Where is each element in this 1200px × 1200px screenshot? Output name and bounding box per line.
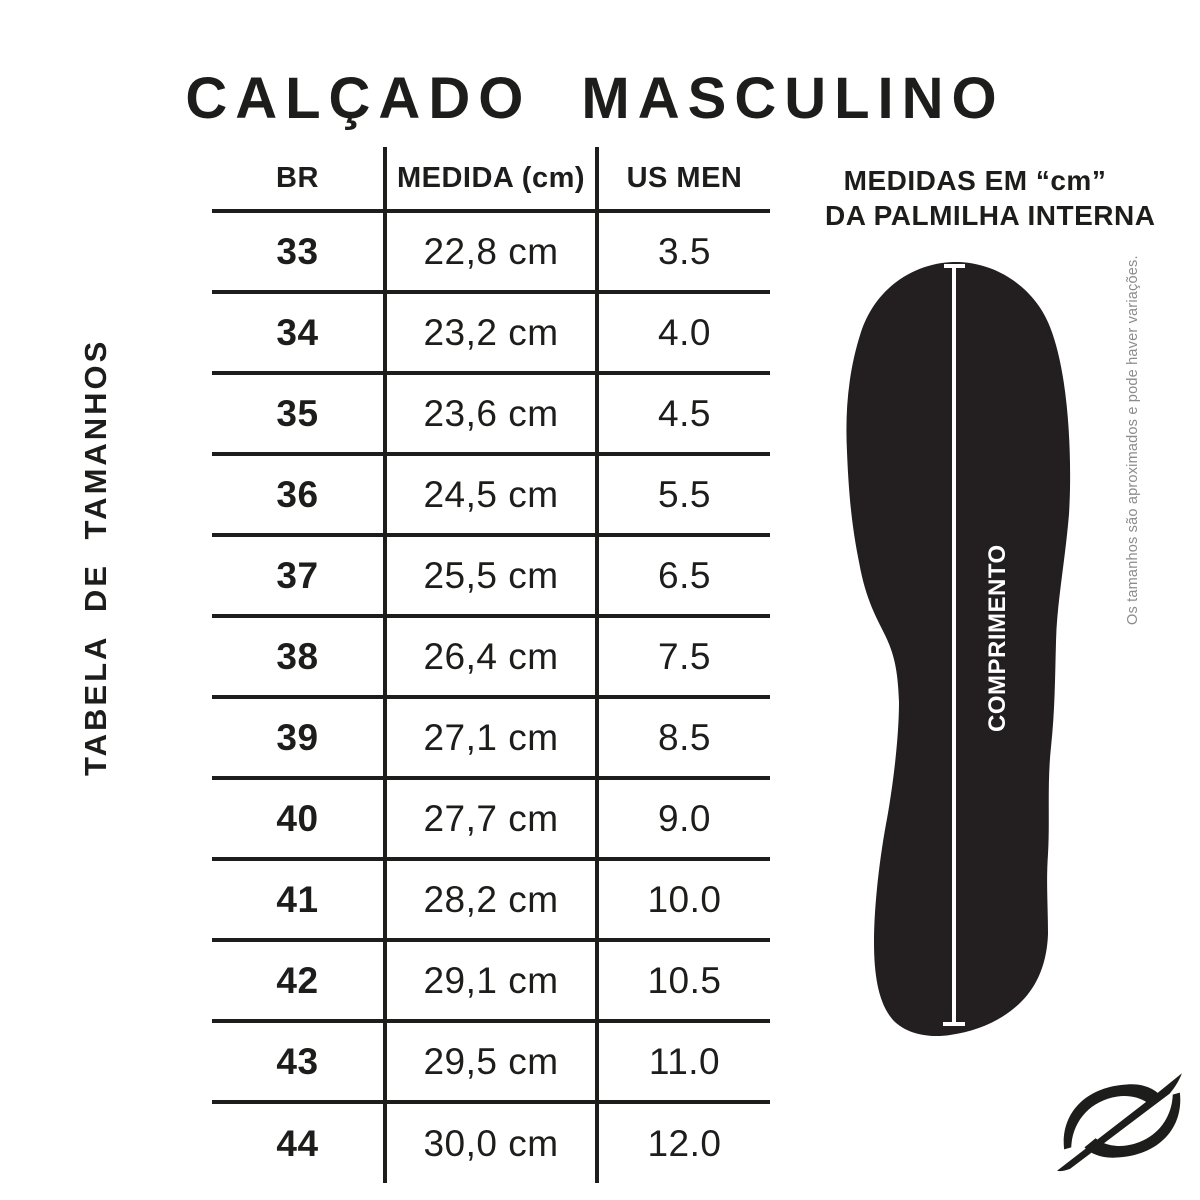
- column-header-br: BR: [276, 161, 319, 194]
- cell-br: 37: [276, 554, 319, 596]
- cell-medida: 28,2 cm: [383, 861, 595, 938]
- vertical-label-tabela-de-tamanhos: TABELA DE TAMANHOS: [78, 338, 113, 776]
- logo-upper-crescent: [1063, 1084, 1160, 1150]
- table-row: 44 30,0 cm 12.0: [212, 1104, 770, 1183]
- cell-br: 33: [276, 230, 319, 272]
- table-row: 37 25,5 cm 6.5: [212, 537, 770, 618]
- column-header-medida: MEDIDA (cm): [383, 147, 595, 209]
- cell-us: 10.5: [595, 942, 770, 1019]
- table-row: 42 29,1 cm 10.5: [212, 942, 770, 1023]
- cell-br: 41: [276, 878, 319, 920]
- table-row: 33 22,8 cm 3.5: [212, 213, 770, 294]
- table-row: 35 23,6 cm 4.5: [212, 375, 770, 456]
- table-row: 34 23,2 cm 4.0: [212, 294, 770, 375]
- table-row: 38 26,4 cm 7.5: [212, 618, 770, 699]
- table-header-row: BR MEDIDA (cm) US MEN: [212, 147, 770, 213]
- measure-line-bottom-cap: [943, 1022, 965, 1026]
- cell-medida: 29,1 cm: [383, 942, 595, 1019]
- cell-br: 44: [276, 1122, 319, 1164]
- insole-heading-line2: DA PALMILHA INTERNA: [825, 200, 1156, 231]
- cell-br: 40: [276, 797, 319, 839]
- cell-medida: 29,5 cm: [383, 1023, 595, 1100]
- cell-us: 4.5: [595, 375, 770, 452]
- insole-heading: MEDIDAS EM “cm” DA PALMILHA INTERNA: [825, 163, 1156, 233]
- cell-br: 42: [276, 959, 319, 1001]
- cell-us: 8.5: [595, 699, 770, 776]
- table-row: 36 24,5 cm 5.5: [212, 456, 770, 537]
- cell-medida: 25,5 cm: [383, 537, 595, 614]
- disclaimer-vertical-text: Os tamanhos são aproximados e pode haver…: [1125, 255, 1141, 625]
- column-header-us-men: US MEN: [595, 147, 770, 209]
- cell-us: 10.0: [595, 861, 770, 938]
- logo-shaft: [1057, 1073, 1182, 1172]
- cell-br: 34: [276, 311, 319, 353]
- cell-medida: 22,8 cm: [383, 213, 595, 290]
- cell-us: 6.5: [595, 537, 770, 614]
- cell-us: 9.0: [595, 780, 770, 857]
- measure-line: [952, 266, 956, 1026]
- cell-us: 12.0: [595, 1104, 770, 1183]
- length-label: COMPRIMENTO: [984, 544, 1011, 732]
- size-table: BR MEDIDA (cm) US MEN 33 22,8 cm 3.5 34 …: [212, 147, 770, 1183]
- page-title: CALÇADO MASCULINO: [185, 66, 1005, 131]
- cell-us: 4.0: [595, 294, 770, 371]
- cell-us: 11.0: [595, 1023, 770, 1100]
- cell-br: 43: [276, 1040, 319, 1082]
- cell-medida: 23,2 cm: [383, 294, 595, 371]
- insole-silhouette: COMPRIMENTO: [846, 262, 1071, 1037]
- table-row: 41 28,2 cm 10.0: [212, 861, 770, 942]
- cell-br: 39: [276, 716, 319, 758]
- cell-br: 38: [276, 635, 319, 677]
- cell-medida: 30,0 cm: [383, 1104, 595, 1183]
- cell-us: 7.5: [595, 618, 770, 695]
- cell-medida: 26,4 cm: [383, 618, 595, 695]
- cell-us: 3.5: [595, 213, 770, 290]
- cell-medida: 27,1 cm: [383, 699, 595, 776]
- insole-heading-line1: MEDIDAS EM “cm”: [843, 165, 1107, 196]
- cell-us: 5.5: [595, 456, 770, 533]
- table-row: 40 27,7 cm 9.0: [212, 780, 770, 861]
- cell-br: 35: [276, 392, 319, 434]
- cell-medida: 23,6 cm: [383, 375, 595, 452]
- logo-lower-crescent: [1084, 1092, 1181, 1158]
- cell-br: 36: [276, 473, 319, 515]
- mormaii-logo: [1057, 1073, 1182, 1172]
- cell-medida: 27,7 cm: [383, 780, 595, 857]
- cell-medida: 24,5 cm: [383, 456, 595, 533]
- table-row: 43 29,5 cm 11.0: [212, 1023, 770, 1104]
- insole-shape: [846, 262, 1071, 1037]
- table-row: 39 27,1 cm 8.5: [212, 699, 770, 780]
